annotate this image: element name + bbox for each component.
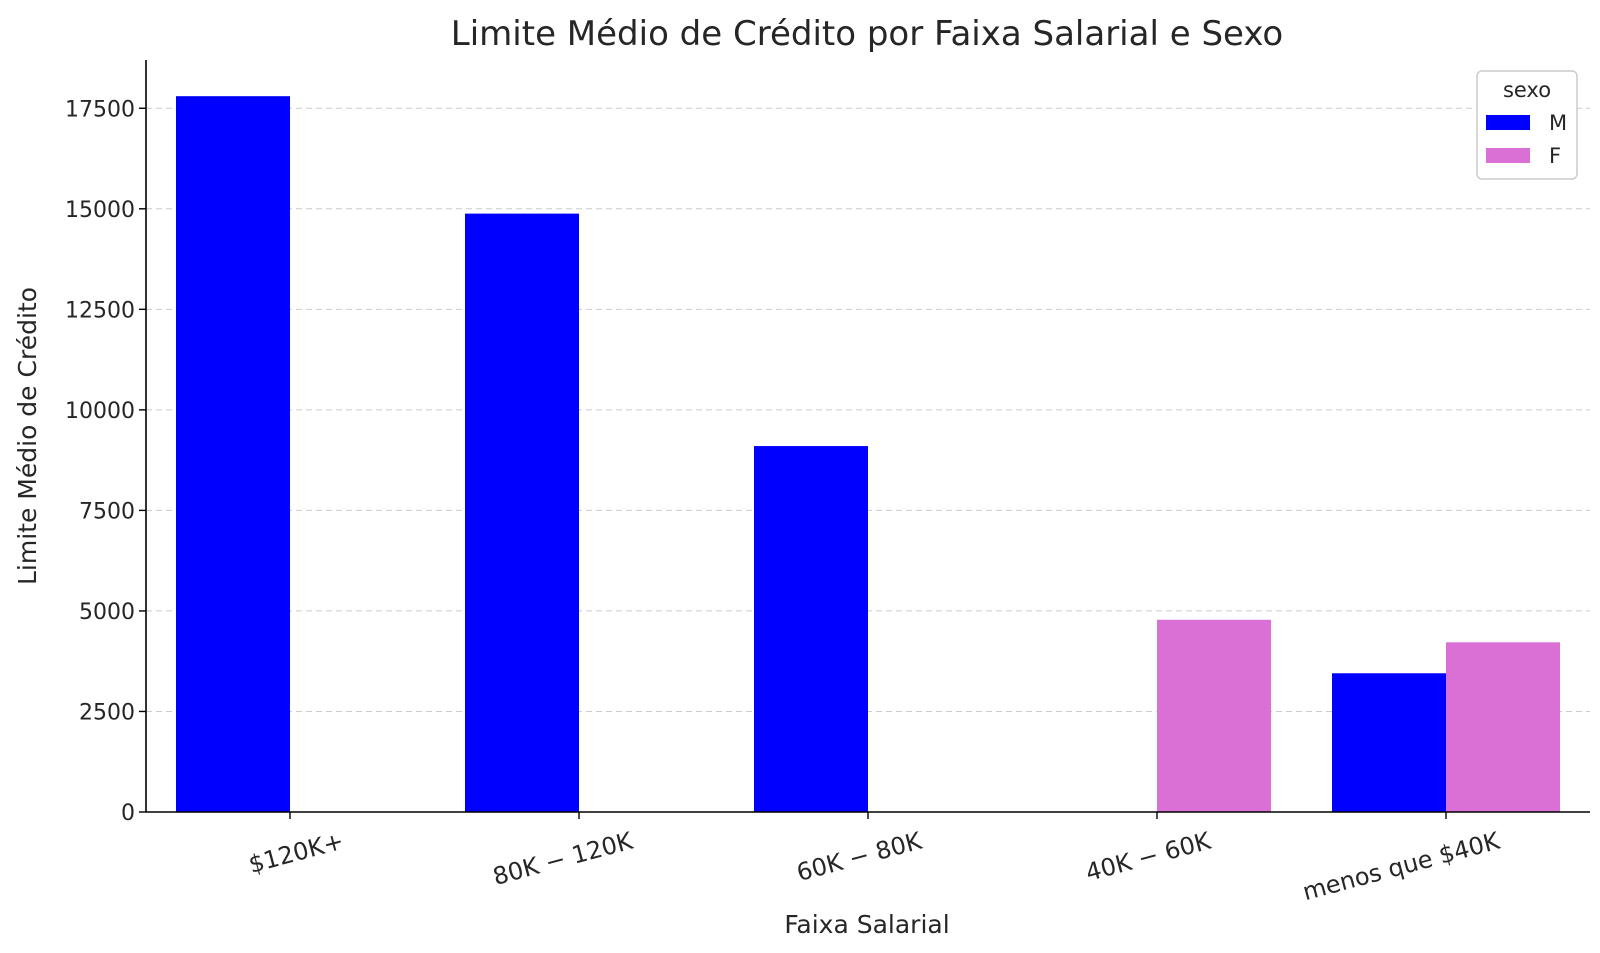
- bars: [176, 96, 1560, 813]
- x-tick-label-2: 60K − 80K: [794, 826, 926, 886]
- bar-F-3: [1157, 619, 1271, 812]
- legend-swatch-M: [1486, 115, 1530, 130]
- y-tick-label-2: 5000: [79, 600, 135, 625]
- y-tick-label-6: 15000: [65, 198, 135, 223]
- y-tick-label-5: 12500: [65, 298, 135, 323]
- x-axis-label: Faixa Salarial: [784, 910, 949, 939]
- x-tick-label-0: $120K+: [246, 827, 347, 879]
- y-tick-label-1: 2500: [79, 700, 135, 725]
- x-tick-label-3: 40K − 60K: [1083, 826, 1215, 886]
- bar-M-2: [754, 446, 868, 812]
- x-tick-label-4: menos que $40K: [1300, 826, 1504, 906]
- y-tick-label-3: 7500: [79, 499, 135, 524]
- legend: sexo MF: [1476, 70, 1578, 180]
- legend-swatch-F: [1486, 148, 1530, 163]
- chart-title: Limite Médio de Crédito por Faixa Salari…: [451, 14, 1283, 54]
- y-axis-ticks: 0 2500 5000 7500 10000 12500 15000 17500: [65, 97, 146, 826]
- legend-label-F: F: [1549, 144, 1561, 168]
- y-axis-label: Limite Médio de Crédito: [13, 287, 42, 585]
- x-tick-label-1: 80K − 120K: [490, 826, 637, 890]
- x-axis-ticks: $120K+ 80K − 120K 60K − 80K 40K − 60K menos …: [246, 812, 1504, 906]
- y-tick-label-0: 0: [121, 801, 135, 826]
- bar-M-0: [176, 96, 290, 813]
- bar-F-4: [1446, 642, 1560, 812]
- bar-M-1: [465, 213, 579, 812]
- legend-title: sexo: [1503, 78, 1551, 102]
- y-tick-label-7: 17500: [65, 97, 135, 122]
- y-tick-label-4: 10000: [65, 399, 135, 424]
- legend-label-M: M: [1549, 111, 1567, 135]
- bar-M-4: [1332, 673, 1446, 812]
